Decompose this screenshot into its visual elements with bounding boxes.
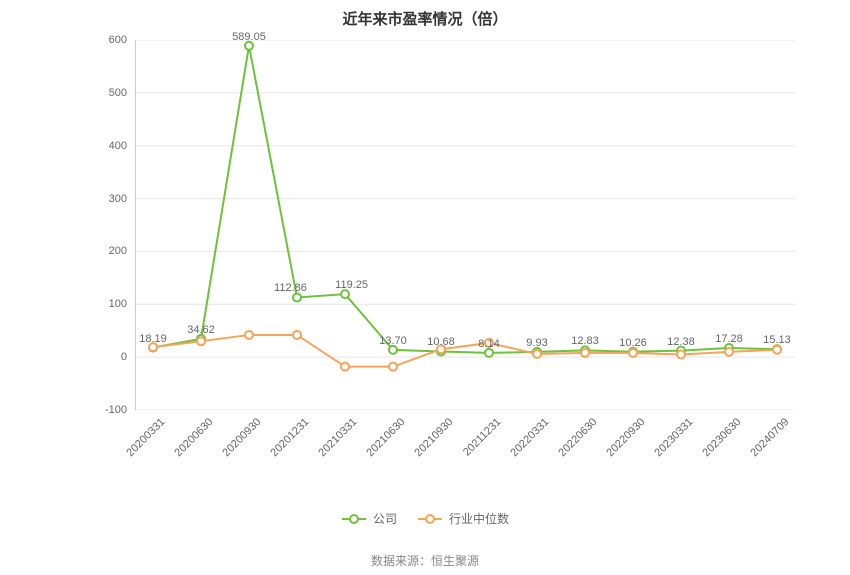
data-point-label: 17.28 [715, 333, 743, 345]
data-point-label: 34.62 [187, 324, 215, 336]
data-point-label: 13.70 [379, 335, 407, 347]
chart-svg [135, 40, 795, 410]
legend-item[interactable]: 公司 [341, 510, 397, 527]
legend-label: 行业中位数 [449, 510, 509, 527]
y-tick-label: 600 [109, 34, 127, 46]
data-point-label: 12.83 [571, 335, 599, 347]
legend-label: 公司 [373, 510, 397, 527]
y-tick-label: 200 [109, 245, 127, 257]
data-point-label: 10.26 [619, 337, 647, 349]
legend-swatch-icon [341, 512, 367, 526]
data-point-label: 8.14 [478, 338, 499, 350]
y-tick-label: 300 [109, 193, 127, 205]
legend: 公司 行业中位数 [0, 510, 850, 529]
chart-title: 近年来市盈率情况（倍） [0, 8, 850, 29]
data-point-label: 9.93 [526, 337, 547, 349]
data-point-label: 18.19 [139, 332, 167, 344]
y-tick-label: 500 [109, 87, 127, 99]
legend-swatch-icon [417, 512, 443, 526]
data-point-label: 15.13 [763, 334, 791, 346]
data-point-label: 112.86 [274, 282, 307, 294]
y-tick-label: 100 [109, 298, 127, 310]
data-source: 数据来源：恒生聚源 [0, 552, 850, 569]
data-point-label: 12.38 [667, 335, 695, 347]
data-point-label: 10.68 [427, 336, 455, 348]
legend-item[interactable]: 行业中位数 [417, 510, 509, 527]
plot-area: -100010020030040050060020200331202006302… [135, 40, 795, 410]
y-tick-label: -100 [105, 404, 127, 416]
data-point-label: 589.05 [232, 31, 266, 43]
y-tick-label: 0 [121, 351, 127, 363]
y-tick-label: 400 [109, 140, 127, 152]
chart-container: 近年来市盈率情况（倍） -100010020030040050060020200… [0, 0, 850, 575]
data-point-label: 119.25 [335, 279, 368, 291]
